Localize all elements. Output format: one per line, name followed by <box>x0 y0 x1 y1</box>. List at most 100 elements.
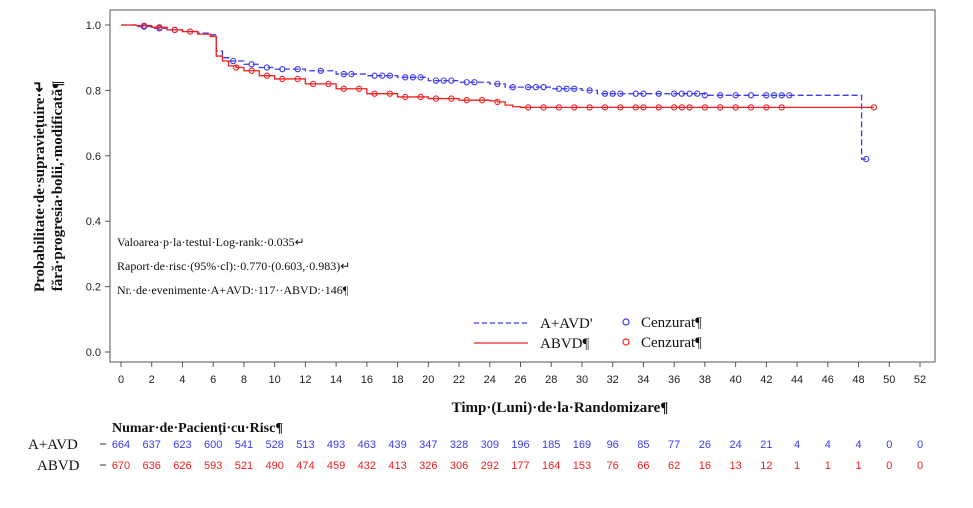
censor-marker-abvd <box>571 104 578 111</box>
y-tick-label: 0.8 <box>86 85 101 97</box>
risk-count-abvd: 12 <box>760 460 772 472</box>
risk-count-a-avd: 85 <box>637 439 649 451</box>
censor-marker-a-avd <box>747 92 755 99</box>
censor-marker-a-avd <box>770 92 778 99</box>
risk-count-abvd: 292 <box>481 460 499 472</box>
plot-frame <box>109 9 936 363</box>
censor-marker-abvd <box>655 104 662 111</box>
censor-marker-abvd <box>671 104 678 111</box>
risk-count-abvd: 670 <box>112 460 130 472</box>
x-tick-label: 0 <box>118 374 124 386</box>
risk-count-abvd: 66 <box>637 460 649 472</box>
risk-count-a-avd: 347 <box>419 439 437 451</box>
x-tick-label: 22 <box>453 374 465 386</box>
censor-marker-abvd <box>778 104 785 111</box>
x-tick-label: 10 <box>269 374 281 386</box>
risk-count-abvd: 164 <box>542 460 560 472</box>
risk-count-abvd: 0 <box>917 460 923 472</box>
risk-count-abvd: 490 <box>265 460 283 472</box>
x-tick-label: 44 <box>791 374 803 386</box>
x-tick-label: 40 <box>729 374 741 386</box>
risk-count-a-avd: 463 <box>358 439 376 451</box>
censor-marker-a-avd <box>494 80 501 88</box>
risk-count-a-avd: 493 <box>327 439 345 451</box>
risk-count-a-avd: 4 <box>794 439 800 451</box>
censor-marker-abvd <box>156 24 163 31</box>
x-tick-label: 28 <box>545 374 557 386</box>
risk-count-abvd: 16 <box>699 460 711 472</box>
censor-marker-abvd <box>640 104 647 111</box>
legend: A+AVD' Cenzurat¶ ABVD¶ Cenzurat¶ <box>474 315 702 352</box>
risk-count-a-avd: 664 <box>112 439 130 451</box>
censor-marker-abvd <box>279 75 286 83</box>
series-lines <box>121 24 874 160</box>
censor-marker-abvd <box>678 104 685 111</box>
censor-marker-a-avd <box>532 83 540 91</box>
series-line-a-avd <box>121 24 867 160</box>
censor-marker-abvd <box>294 75 301 83</box>
risk-count-abvd: 626 <box>173 460 191 472</box>
risk-count-a-avd: 309 <box>481 439 499 451</box>
risk-count-a-avd: 185 <box>542 439 560 451</box>
y-tick-label: 0.0 <box>86 347 101 359</box>
censor-marker-a-avd <box>617 90 624 97</box>
risk-count-abvd: 326 <box>419 460 437 472</box>
censor-marker-a-avd <box>409 74 417 81</box>
series-line-abvd <box>121 24 874 109</box>
censor-marker-a-avd <box>440 77 447 84</box>
censor-marker-abvd <box>371 90 378 97</box>
risk-count-a-avd: 26 <box>699 439 711 451</box>
censor-marker-a-avd <box>263 64 271 71</box>
censor-marker-abvd <box>356 85 363 92</box>
censor-marker-a-avd <box>294 65 301 73</box>
y-tick-label: 0.6 <box>86 151 101 163</box>
y-axis: 0.0 0.2 0.4 0.6 0.8 1.0 <box>86 20 110 359</box>
risk-row-label-a-avd: A+AVD <box>28 437 78 453</box>
censor-marker-a-avd <box>571 85 578 92</box>
censor-marker-a-avd <box>640 90 647 97</box>
y-axis-label-line2: fără·progresia·bolii,·modificată¶ <box>50 81 66 291</box>
censor-marker-abvd <box>432 95 440 102</box>
censor-marker-abvd <box>747 104 755 111</box>
censor-marker-a-avd <box>717 92 724 99</box>
risk-count-abvd: 521 <box>235 460 253 472</box>
risk-count-a-avd: 623 <box>173 439 191 451</box>
censor-marker-a-avd <box>563 85 570 92</box>
censor-marker-abvd <box>717 104 724 111</box>
x-tick-label: 14 <box>330 374 342 386</box>
risk-count-abvd: 1 <box>825 460 831 472</box>
censor-marker-a-avd <box>555 85 563 92</box>
censor-marker-abvd <box>478 97 486 104</box>
censor-marker-abvd <box>732 104 739 111</box>
censor-marker-a-avd <box>417 74 424 81</box>
logrank-annotation: Valoarea·p·la·testul·Log-rank:·0.035↵ <box>117 235 305 249</box>
censor-marker-abvd <box>686 104 693 111</box>
censor-marker-a-avd <box>701 92 709 99</box>
risk-count-abvd: 1 <box>855 460 861 472</box>
censor-marker-a-avd <box>402 74 409 81</box>
events-annotation: Nr.·de·evenimente·A+AVD:·117··ABVD:·146¶ <box>117 283 349 297</box>
censor-marker-a-avd <box>732 92 739 99</box>
censor-marker-abvd <box>763 104 770 111</box>
censor-marker-a-avd <box>432 77 440 84</box>
risk-table-title: Numar·de·Pacienți·cu·Risc¶ <box>112 421 283 436</box>
censor-marker-a-avd <box>525 83 532 91</box>
censor-marker-abvd <box>340 85 347 92</box>
censor-marker-a-avd <box>655 90 662 97</box>
risk-count-abvd: 1 <box>794 460 800 472</box>
y-axis-label-line1: Probabilitate·de·supraviețuire·↵ <box>32 80 48 292</box>
x-tick-label: 8 <box>241 374 247 386</box>
censor-marker-abvd <box>701 104 709 111</box>
y-tick-label: 0.4 <box>86 216 101 228</box>
censor-marker-abvd <box>555 104 563 111</box>
censor-marker-a-avd <box>632 90 639 97</box>
x-tick-label: 12 <box>299 374 311 386</box>
censor-marker-a-avd <box>763 92 770 99</box>
legend-censor-marker-a-avd <box>622 318 630 326</box>
risk-count-a-avd: 439 <box>388 439 406 451</box>
x-tick-label: 52 <box>914 374 926 386</box>
censor-marker-abvd <box>601 104 609 111</box>
censor-marker-a-avd <box>863 155 870 163</box>
x-tick-label: 36 <box>668 374 680 386</box>
